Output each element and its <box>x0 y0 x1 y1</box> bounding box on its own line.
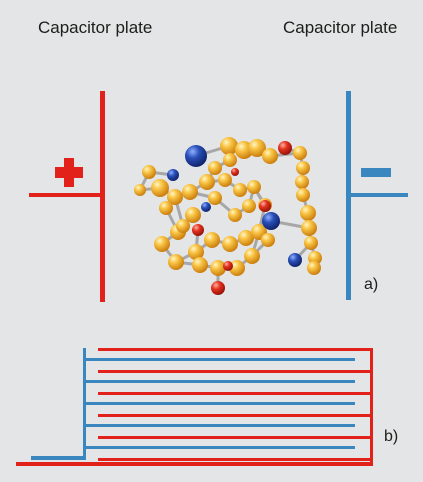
red-atom <box>192 224 204 236</box>
red-finger <box>98 436 373 439</box>
left-plate-label: Capacitor plate <box>38 18 153 37</box>
red-finger <box>98 348 373 351</box>
gold-atom <box>188 244 204 260</box>
gold-atom <box>176 219 190 233</box>
gold-atom <box>293 146 307 160</box>
gold-atom <box>222 236 238 252</box>
blue-finger <box>83 424 355 427</box>
gold-atom <box>142 165 156 179</box>
gold-atom <box>295 175 309 189</box>
gold-atom <box>296 188 310 202</box>
gold-atom <box>301 220 317 236</box>
gold-atom <box>229 260 245 276</box>
gold-atom <box>210 260 226 276</box>
gold-atom <box>261 233 275 247</box>
gold-atom <box>296 161 310 175</box>
gold-atom <box>242 199 256 213</box>
blue-finger <box>83 380 355 383</box>
gold-atom <box>248 139 266 157</box>
blue-finger <box>83 358 355 361</box>
gold-atom <box>307 261 321 275</box>
gold-atom <box>151 179 169 197</box>
gold-atom <box>167 189 183 205</box>
minus-sign-icon <box>361 168 391 177</box>
gold-atom <box>154 236 170 252</box>
panel-a-label: a) <box>364 276 379 293</box>
positive-plate <box>29 91 105 302</box>
red-atom <box>278 141 292 155</box>
blue-finger <box>83 446 355 449</box>
gold-atom <box>220 137 238 155</box>
gold-atom <box>300 205 316 221</box>
gold-atom <box>208 161 222 175</box>
blue-atom <box>167 169 179 181</box>
gold-atom <box>159 201 173 215</box>
blue-atom <box>262 212 280 230</box>
gold-atom <box>204 232 220 248</box>
gold-atom <box>185 207 201 223</box>
red-comb-spine <box>370 348 373 466</box>
molecule <box>134 137 322 295</box>
right-plate-label: Capacitor plate <box>283 18 398 37</box>
gold-atom <box>134 184 146 196</box>
gold-atom <box>262 148 278 164</box>
gold-atom <box>199 174 215 190</box>
gold-atom <box>192 257 208 273</box>
gold-atom <box>218 173 232 187</box>
red-finger <box>98 392 373 395</box>
gold-atom <box>182 184 198 200</box>
gold-atom <box>304 236 318 250</box>
gold-atom <box>208 191 222 205</box>
negative-lead <box>348 193 408 197</box>
red-atom <box>259 200 271 212</box>
negative-plate <box>346 91 408 300</box>
blue-atom <box>185 145 207 167</box>
gold-atom <box>168 254 184 270</box>
gold-atom <box>223 153 237 167</box>
blue-atom <box>288 253 302 267</box>
red-atom <box>223 261 233 271</box>
red-comb-lead <box>16 462 373 466</box>
molecule-atoms <box>134 137 322 295</box>
blue-comb-lead <box>31 456 86 460</box>
gold-atom <box>244 248 260 264</box>
interdigitated-electrodes <box>16 348 373 466</box>
red-atom <box>211 281 225 295</box>
gold-atom <box>238 230 254 246</box>
blue-atom <box>201 202 211 212</box>
gold-atom <box>228 208 242 222</box>
red-finger <box>98 414 373 417</box>
panel-b-label: b) <box>384 428 399 445</box>
plus-sign-icon <box>55 158 83 187</box>
red-finger <box>98 458 373 461</box>
red-finger <box>98 370 373 373</box>
gold-atom <box>233 183 247 197</box>
positive-lead <box>29 193 103 197</box>
gold-atom <box>247 180 261 194</box>
red-atom <box>231 168 239 176</box>
blue-finger <box>83 402 355 405</box>
